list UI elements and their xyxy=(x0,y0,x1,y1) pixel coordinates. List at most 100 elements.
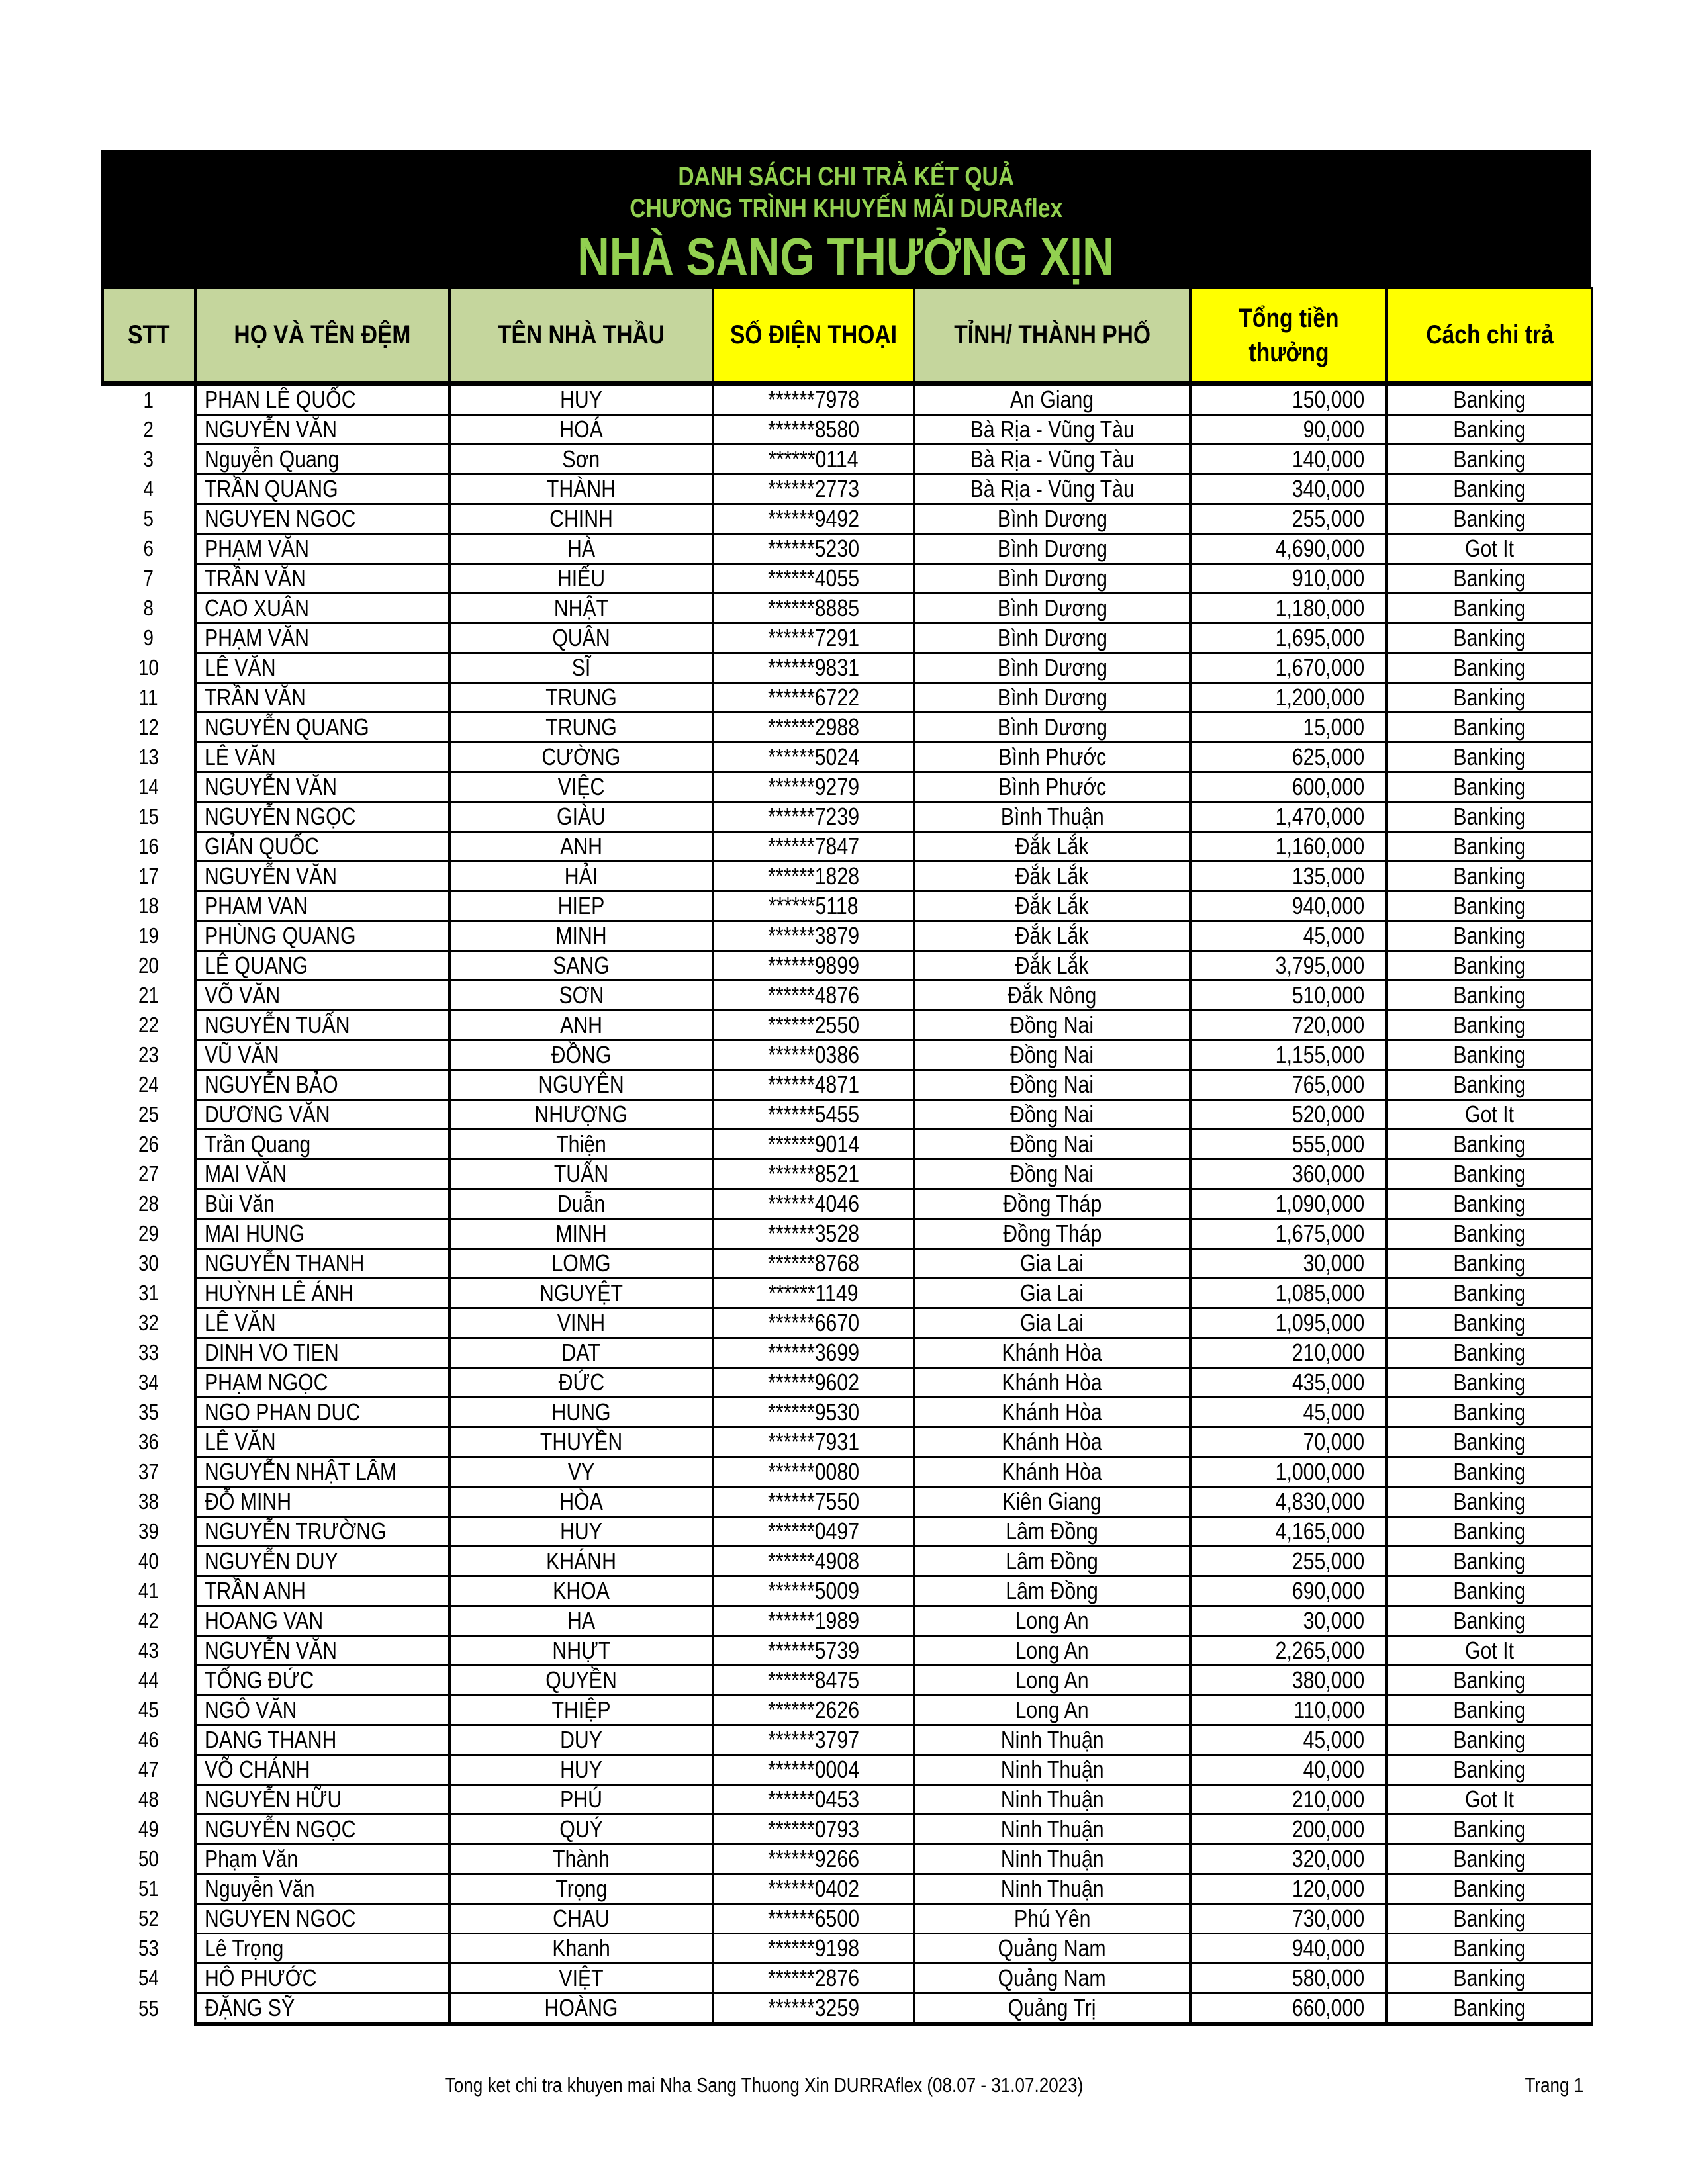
cell-payment-method: Banking xyxy=(1385,1813,1593,1845)
table-row: 9 PHẠM VĂN QUÂN ******7291 Bình Dương 1,… xyxy=(103,622,1593,654)
table-row: 42 HOANG VAN HA ******1989 Long An 30,00… xyxy=(103,1605,1593,1637)
reward-amount: 555,000 xyxy=(1291,1130,1364,1158)
column-header-so-dien-thoai-label: SỐ ĐIỆN THOẠI xyxy=(730,320,898,349)
row-number: 2 xyxy=(143,417,154,441)
cell-stt: 53 xyxy=(103,1934,195,1964)
cell-amount: 1,085,000 xyxy=(1189,1277,1388,1309)
table-row: 50 Phạm Văn Thành ******9266 Ninh Thuận … xyxy=(103,1843,1593,1875)
first-name: HOÀNG xyxy=(544,1994,618,2021)
cell-province: Lâm Đồng xyxy=(913,1575,1192,1607)
cell-payment-method: Banking xyxy=(1385,1188,1593,1220)
cell-first-name: Duẫn xyxy=(448,1188,714,1220)
first-name: QUÂN xyxy=(552,624,610,651)
payment-method: Banking xyxy=(1453,1994,1526,2021)
cell-last-middle-name: NGUYỄN VĂN xyxy=(194,414,451,445)
last-middle-name: NGUYEN NGOC xyxy=(205,505,356,532)
cell-phone: ******7239 xyxy=(712,801,915,833)
masked-phone: ******0080 xyxy=(768,1458,859,1485)
reward-amount: 4,165,000 xyxy=(1275,1518,1364,1545)
cell-last-middle-name: CAO XUÂN xyxy=(194,592,451,624)
row-number: 53 xyxy=(138,1936,159,1960)
masked-phone: ******0114 xyxy=(769,445,859,473)
cell-province: Ninh Thuận xyxy=(913,1724,1192,1756)
cell-last-middle-name: ĐỖ MINH xyxy=(194,1486,451,1518)
first-name: SƠN xyxy=(559,981,604,1009)
footer-page-number: Trang 1 xyxy=(1524,2073,1584,2097)
first-name: DUY xyxy=(560,1726,602,1753)
province: Ninh Thuận xyxy=(1000,1756,1104,1783)
row-number: 29 xyxy=(138,1221,159,1246)
cell-payment-method: Banking xyxy=(1385,383,1593,416)
payment-method: Got It xyxy=(1465,1637,1514,1664)
last-middle-name: NGUYỄN DUY xyxy=(205,1547,338,1574)
first-name: HUY xyxy=(560,386,602,413)
reward-amount: 4,830,000 xyxy=(1275,1488,1364,1515)
cell-stt: 39 xyxy=(103,1517,195,1547)
cell-phone: ******3879 xyxy=(712,920,915,952)
first-name: ANH xyxy=(560,1011,602,1038)
last-middle-name: NGUYỄN TRƯỜNG xyxy=(205,1518,387,1545)
reward-amount: 15,000 xyxy=(1303,713,1364,741)
cell-amount: 15,000 xyxy=(1189,711,1388,743)
masked-phone: ******9831 xyxy=(768,654,859,681)
first-name: DAT xyxy=(561,1339,601,1366)
cell-last-middle-name: NGUYỄN TUẤN xyxy=(194,1009,451,1041)
last-middle-name: NGUYỄN NGỌC xyxy=(205,1815,356,1843)
cell-phone: ******0402 xyxy=(712,1873,915,1905)
cell-first-name: GIÀU xyxy=(448,801,714,833)
last-middle-name: TRẦN QUANG xyxy=(205,475,338,502)
cell-first-name: HÒA xyxy=(448,1486,714,1518)
reward-amount: 45,000 xyxy=(1303,1726,1364,1753)
cell-phone: ******4908 xyxy=(712,1545,915,1577)
cell-payment-method: Banking xyxy=(1385,592,1593,624)
cell-payment-method: Banking xyxy=(1385,1605,1593,1637)
cell-first-name: ĐỒNG xyxy=(448,1039,714,1071)
table-row: 53 Lê Trọng Khanh ******9198 Quảng Nam 9… xyxy=(103,1933,1593,1964)
cell-province: Bình Thuận xyxy=(913,801,1192,833)
cell-stt: 42 xyxy=(103,1606,195,1636)
reward-amount: 2,265,000 xyxy=(1275,1637,1364,1664)
last-middle-name: TRẦN ANH xyxy=(205,1577,306,1604)
cell-last-middle-name: NGUYỄN VĂN xyxy=(194,860,451,892)
reward-amount: 45,000 xyxy=(1303,1398,1364,1426)
province: Đồng Nai xyxy=(1010,1101,1094,1128)
masked-phone: ******3797 xyxy=(768,1726,859,1753)
first-name: TRUNG xyxy=(545,713,617,741)
table-row: 2 NGUYỄN VĂN HOÁ ******8580 Bà Rịa - Vũn… xyxy=(103,414,1593,445)
first-name: ĐỒNG xyxy=(551,1041,612,1068)
masked-phone: ******8580 xyxy=(768,416,859,443)
reward-amount: 580,000 xyxy=(1291,1964,1364,1991)
masked-phone: ******3879 xyxy=(768,922,859,949)
cell-first-name: THUYỀN xyxy=(448,1426,714,1458)
payment-method: Banking xyxy=(1453,1577,1526,1604)
cell-payment-method: Banking xyxy=(1385,1248,1593,1279)
cell-phone: ******6670 xyxy=(712,1307,915,1339)
payout-table: STT HỌ VÀ TÊN ĐỆM TÊN NHÀ THẦU SỐ ĐIỆN T… xyxy=(101,287,1593,2026)
cell-amount: 1,000,000 xyxy=(1189,1456,1388,1488)
row-number: 18 xyxy=(138,893,159,918)
cell-stt: 6 xyxy=(103,534,195,564)
cell-province: Bình Dương xyxy=(913,652,1192,684)
reward-amount: 1,000,000 xyxy=(1275,1458,1364,1485)
reward-amount: 690,000 xyxy=(1291,1577,1364,1604)
last-middle-name: NGUYỄN VĂN xyxy=(205,862,337,889)
table-row: 27 MAI VĂN TUẤN ******8521 Đồng Nai 360,… xyxy=(103,1158,1593,1190)
cell-payment-method: Banking xyxy=(1385,771,1593,803)
last-middle-name: HUỲNH LÊ ÁNH xyxy=(205,1279,354,1306)
payment-method: Banking xyxy=(1453,1756,1526,1783)
cell-phone: ******3259 xyxy=(712,1992,915,2026)
cell-last-middle-name: NGUYỄN TRƯỜNG xyxy=(194,1516,451,1547)
cell-phone: ******2626 xyxy=(712,1694,915,1726)
cell-province: Đồng Tháp xyxy=(913,1188,1192,1220)
reward-amount: 210,000 xyxy=(1291,1786,1364,1813)
reward-amount: 730,000 xyxy=(1291,1905,1364,1932)
row-number: 8 xyxy=(143,596,154,620)
row-number: 16 xyxy=(138,834,159,858)
masked-phone: ******1828 xyxy=(768,862,859,889)
cell-last-middle-name: NGUYỄN NHẬT LÂM xyxy=(194,1456,451,1488)
masked-phone: ******8521 xyxy=(768,1160,859,1187)
cell-first-name: TRUNG xyxy=(448,711,714,743)
table-row: 1 PHAN LÊ QUỐC HUY ******7978 An Giang 1… xyxy=(103,383,1593,416)
province: Bình Phước xyxy=(998,773,1106,800)
cell-payment-method: Banking xyxy=(1385,1575,1593,1607)
